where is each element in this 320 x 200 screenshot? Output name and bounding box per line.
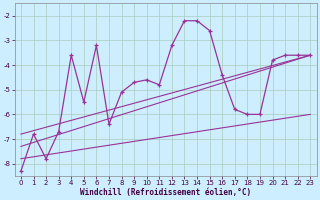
X-axis label: Windchill (Refroidissement éolien,°C): Windchill (Refroidissement éolien,°C) — [80, 188, 251, 197]
